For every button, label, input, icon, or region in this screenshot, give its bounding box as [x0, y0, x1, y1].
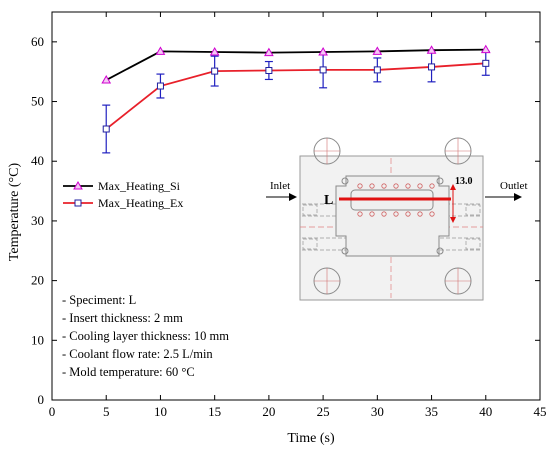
condition-line: - Speciment: L	[62, 293, 136, 307]
y-tick-label: 10	[31, 332, 44, 347]
data-point-max-heating-si	[155, 46, 166, 55]
data-point-max-heating-ex	[428, 63, 436, 71]
x-tick-label: 20	[262, 404, 275, 419]
x-tick-label: 25	[317, 404, 330, 419]
data-point-max-heating-si	[264, 47, 274, 57]
data-point-max-heating-si	[101, 75, 112, 84]
dimension-arrow-icon	[450, 217, 456, 223]
inlet-arrow-icon	[289, 193, 297, 201]
outlet-label: Outlet	[500, 180, 528, 192]
x-tick-label: 0	[49, 404, 56, 419]
condition-line: - Coolant flow rate: 2.5 L/min	[62, 347, 213, 361]
y-tick-label: 30	[31, 213, 44, 228]
data-point-max-heating-ex	[156, 82, 164, 90]
legend-triangle-marker	[73, 180, 83, 190]
y-axis-title: Temperature (°C)	[7, 163, 22, 262]
axes	[51, 11, 541, 401]
data-point-max-heating-si	[372, 46, 383, 55]
y-tick-label: 0	[38, 392, 45, 407]
x-tick-label: 15	[208, 404, 221, 419]
condition-line: - Cooling layer thickness: 10 mm	[62, 329, 229, 343]
condition-line: - Insert thickness: 2 mm	[62, 311, 183, 325]
gate-hole	[341, 247, 349, 255]
legend-square-marker	[74, 199, 82, 207]
data-point-max-heating-ex	[265, 66, 273, 74]
x-tick-label: 35	[425, 404, 438, 419]
x-tick-label: 30	[371, 404, 384, 419]
series-line-max-heating-ex	[105, 62, 486, 130]
bolt-hole	[313, 267, 341, 295]
gate-hole	[436, 247, 444, 255]
legend-label-ex: Max_Heating_Ex	[98, 196, 183, 210]
y-tick-label: 60	[31, 34, 44, 49]
outlet-arrow-icon	[514, 193, 522, 201]
x-tick-label: 5	[103, 404, 110, 419]
y-tick-label: 50	[31, 94, 44, 109]
series-layer	[101, 44, 491, 154]
cavity-insert-outline	[335, 175, 450, 257]
data-point-max-heating-ex	[102, 125, 110, 133]
x-axis-title: Time (s)	[287, 431, 335, 446]
data-point-max-heating-si	[480, 44, 491, 54]
cooling-channels	[302, 203, 481, 251]
legend: Max_Heating_Si Max_Heating_Ex	[63, 179, 183, 210]
x-tick-label: 45	[534, 404, 547, 419]
dimension-arrow-icon	[450, 184, 456, 190]
y-tick-label: 40	[31, 153, 44, 168]
x-tick-label: 40	[479, 404, 492, 419]
gate-hole	[341, 177, 349, 185]
data-point-max-heating-ex	[373, 66, 381, 74]
bolt-hole	[444, 267, 472, 295]
series-line-max-heating-si	[105, 48, 486, 81]
data-point-max-heating-si	[209, 46, 220, 56]
cooling-pins	[357, 183, 435, 217]
bolt-hole	[444, 137, 472, 165]
data-point-max-heating-ex	[482, 59, 490, 67]
condition-line: - Mold temperature: 60 °C	[62, 365, 195, 379]
experiment-conditions: - Speciment: L - Insert thickness: 2 mm …	[62, 293, 229, 379]
legend-label-si: Max_Heating_Si	[98, 179, 181, 193]
y-tick-label: 20	[31, 273, 44, 288]
x-tick-label: 10	[154, 404, 167, 419]
data-point-max-heating-ex	[211, 67, 219, 75]
dimension-label: 13.0	[455, 176, 473, 187]
path-label: L	[324, 193, 333, 208]
mold-inset-diagram: L 13.0 Inlet Outlet	[266, 137, 528, 301]
data-point-max-heating-si	[318, 46, 328, 56]
axis-ticks: 0 5 10 15 20 25 30 35 40 45 0 10 20 30 40 50 60	[31, 12, 547, 419]
bolt-hole	[313, 137, 341, 165]
data-point-max-heating-si	[426, 45, 437, 54]
legend-entry: Max_Heating_Si	[63, 179, 181, 193]
inlet-label: Inlet	[270, 180, 290, 192]
data-point-max-heating-ex	[319, 66, 327, 74]
legend-entry: Max_Heating_Ex	[63, 196, 183, 210]
gate-hole	[436, 177, 444, 185]
plot-frame	[51, 11, 541, 401]
